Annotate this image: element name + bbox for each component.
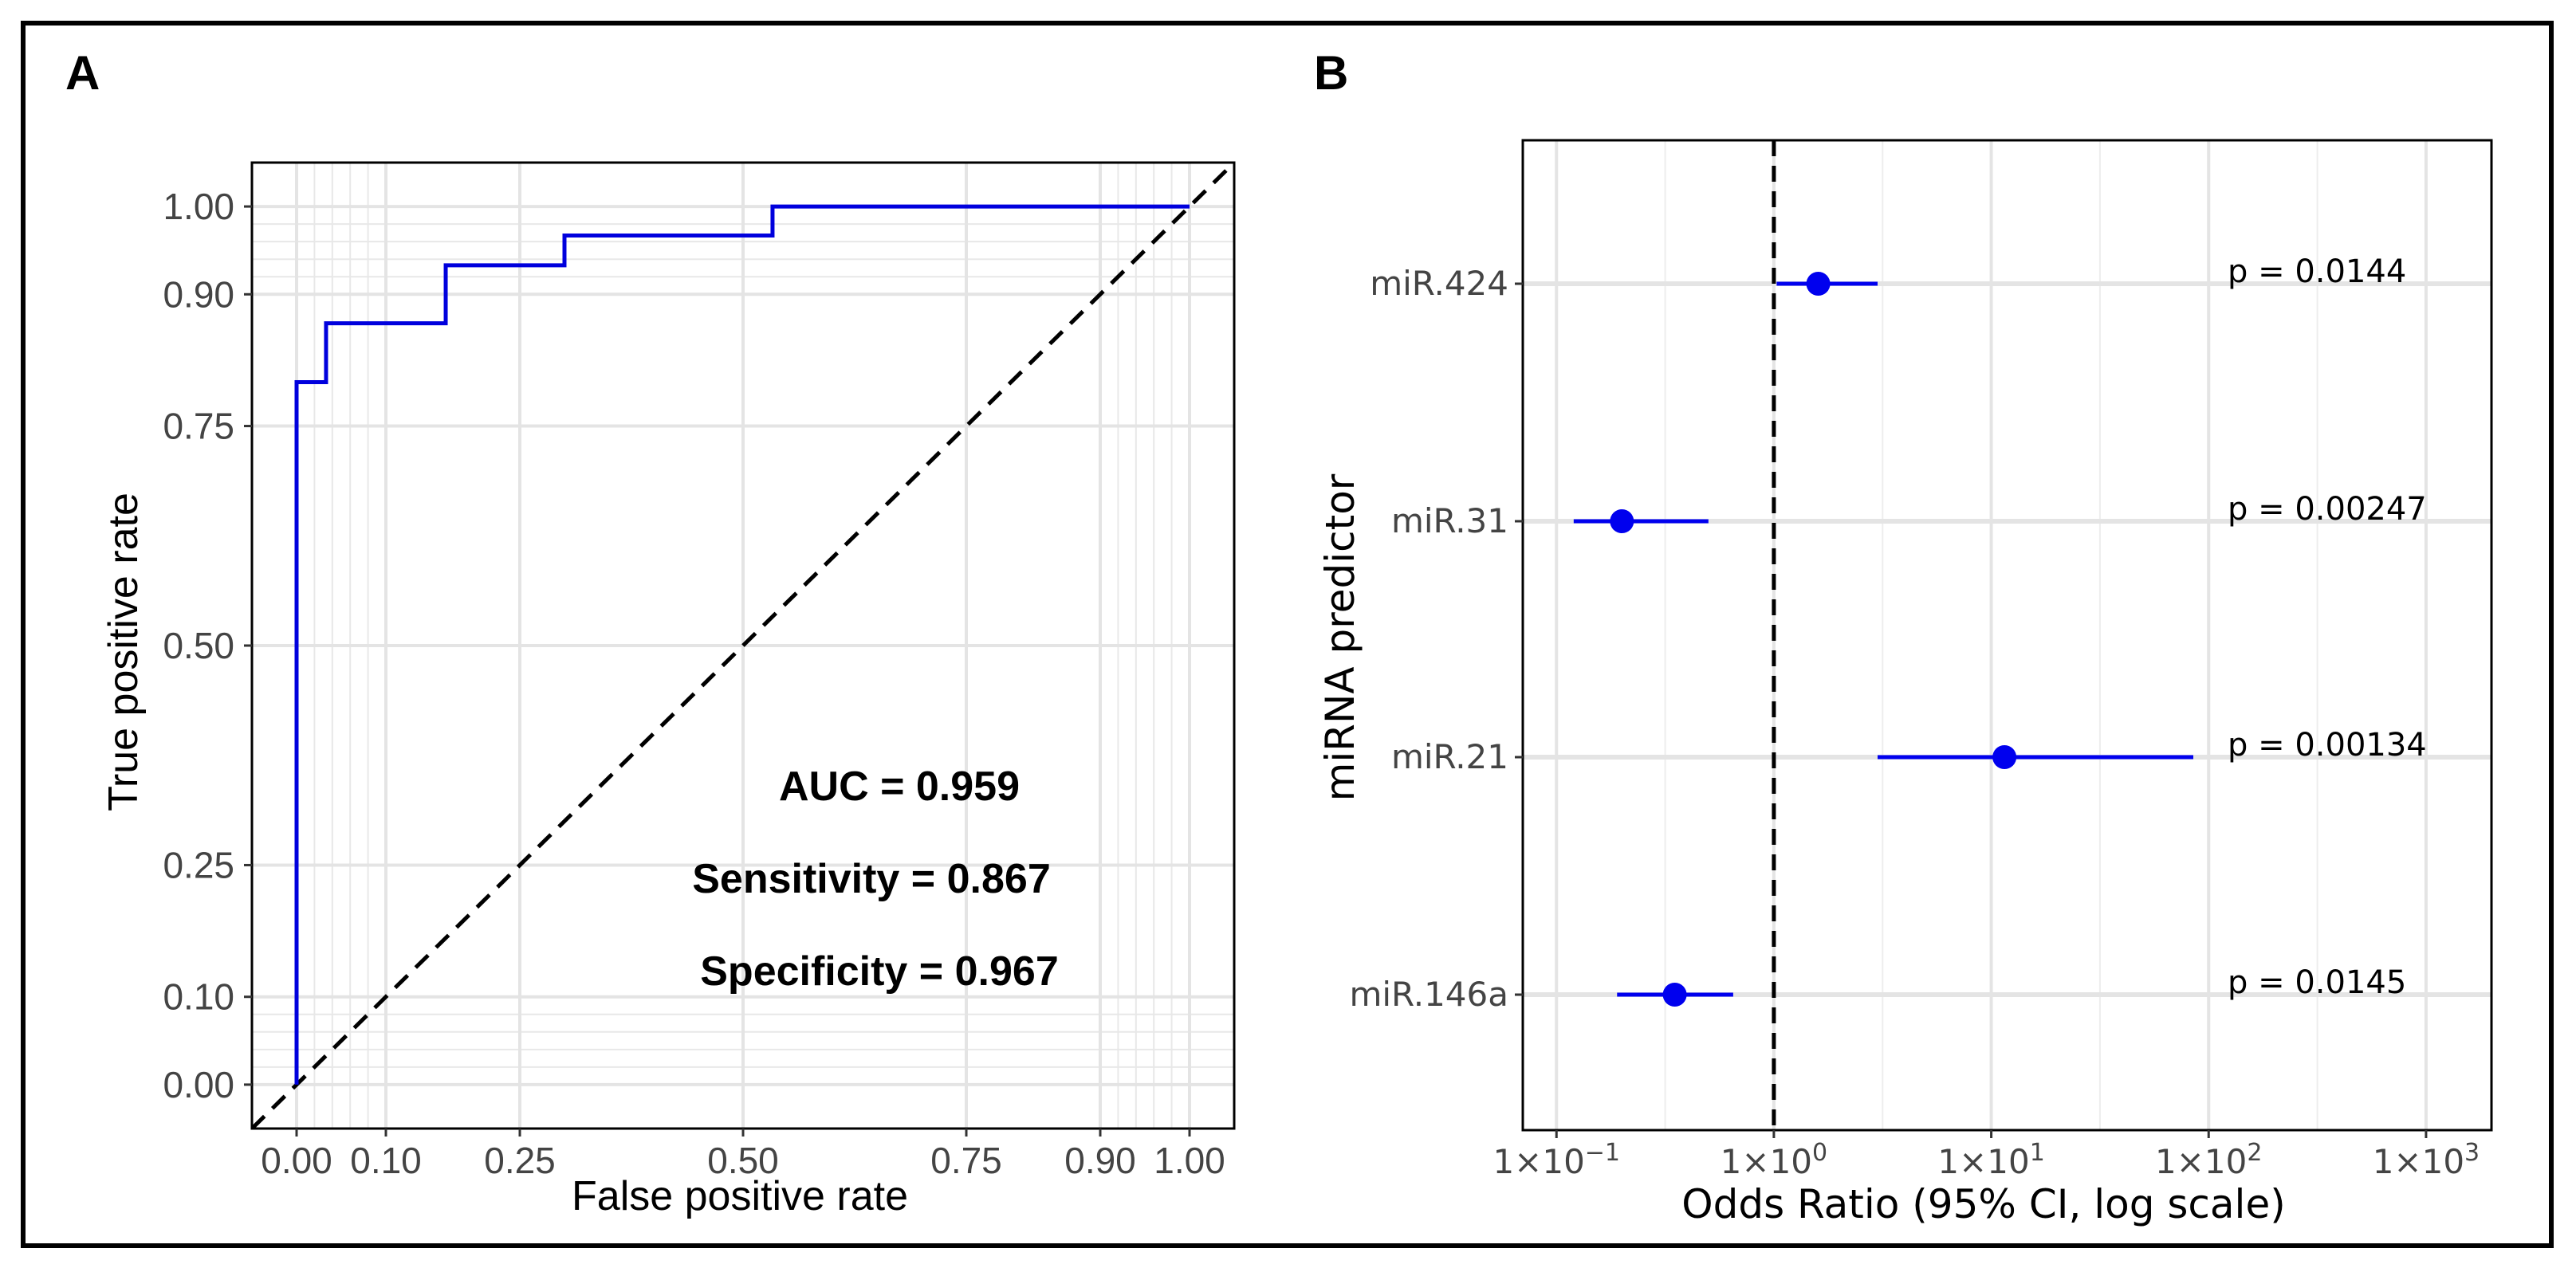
roc-step-line [294, 204, 1190, 1085]
roc-y-ticks: 0.00 0.10 0.25 0.50 0.75 0.90 1.00 [163, 186, 252, 1105]
roc-x-tick-label: 0.10 [350, 1140, 422, 1181]
forest-x-tick-label: 1×103 [2373, 1139, 2480, 1181]
forest-y-tick-label: miR.146a [1349, 975, 1508, 1014]
forest-point [1806, 272, 1831, 296]
forest-y-tick-label: miR.21 [1391, 737, 1508, 776]
forest-panel-border [1521, 139, 2493, 1132]
panel-label-a: A [65, 46, 100, 100]
forest-point [1992, 745, 2017, 769]
roc-y-tick-label: 0.25 [163, 844, 234, 885]
roc-y-tick-label: 1.00 [163, 186, 234, 227]
roc-y-axis-label: True positive rate [100, 493, 147, 811]
forest-y-tick-label: miR.31 [1391, 501, 1508, 540]
forest-x-tick-label: 1×10−1 [1493, 1139, 1620, 1181]
roc-y-tick-label: 0.10 [163, 976, 234, 1018]
forest-y-ticks: miR.424 miR.31 miR.21 miR.146a [1349, 264, 1523, 1014]
roc-x-tick-label: 0.25 [484, 1140, 556, 1181]
forest-x-tick-label: 1×102 [2155, 1139, 2262, 1181]
auc-annotation: AUC = 0.959 [779, 764, 1020, 810]
roc-y-tick-label: 0.90 [163, 273, 234, 315]
roc-y-tick-label: 0.50 [163, 625, 234, 666]
forest-plot: 1×10−1 1×100 1×101 1×102 1×103 miR.424 miR.31… [1317, 139, 2493, 1227]
forest-p-values: p = 0.0144 p = 0.00247 p = 0.00134 p = 0.01… [2228, 253, 2427, 1001]
roc-x-tick-label: 0.00 [261, 1140, 332, 1181]
forest-rows [1573, 272, 2194, 1007]
roc-y-tick-label: 0.75 [163, 406, 234, 447]
panel-label-b: B [1314, 46, 1348, 100]
roc-x-ticks: 0.00 0.10 0.25 0.50 0.75 0.90 1.00 [261, 1129, 1225, 1181]
roc-chance-line [252, 163, 1234, 1129]
forest-point [1610, 509, 1634, 533]
figure-border [21, 21, 2554, 1248]
roc-diagonal-line [252, 163, 1234, 1129]
specificity-annotation: Specificity = 0.967 [700, 948, 1059, 995]
forest-x-tick-label: 1×101 [1937, 1139, 2044, 1181]
forest-p-value: p = 0.0145 [2228, 964, 2406, 1001]
sensitivity-annotation: Sensitivity = 0.867 [692, 856, 1051, 902]
forest-p-value: p = 0.00247 [2228, 491, 2427, 528]
roc-x-tick-label: 1.00 [1154, 1140, 1225, 1181]
forest-x-ticks: 1×10−1 1×100 1×101 1×102 1×103 [1493, 1130, 2480, 1181]
roc-curve [294, 204, 1190, 1085]
roc-x-tick-label: 0.50 [707, 1140, 779, 1181]
forest-x-axis-label: Odds Ratio (95% CI, log scale) [1681, 1181, 2285, 1227]
forest-p-value: p = 0.0144 [2228, 253, 2406, 290]
roc-x-axis-label: False positive rate [572, 1173, 908, 1219]
forest-p-value: p = 0.00134 [2228, 727, 2427, 764]
roc-x-tick-label: 0.75 [930, 1140, 1002, 1181]
forest-x-tick-label: 1×100 [1721, 1139, 1827, 1181]
roc-x-tick-label: 0.90 [1064, 1140, 1136, 1181]
roc-y-tick-label: 0.00 [163, 1064, 234, 1105]
roc-chart: 0.00 0.10 0.25 0.50 0.75 0.90 1.00 0.00 0.10 0.2… [100, 161, 1236, 1219]
roc-grid [252, 163, 1234, 1129]
forest-point [1662, 983, 1687, 1007]
forest-y-axis-label: miRNA predictor [1317, 473, 1363, 801]
forest-y-tick-label: miR.424 [1370, 264, 1508, 303]
